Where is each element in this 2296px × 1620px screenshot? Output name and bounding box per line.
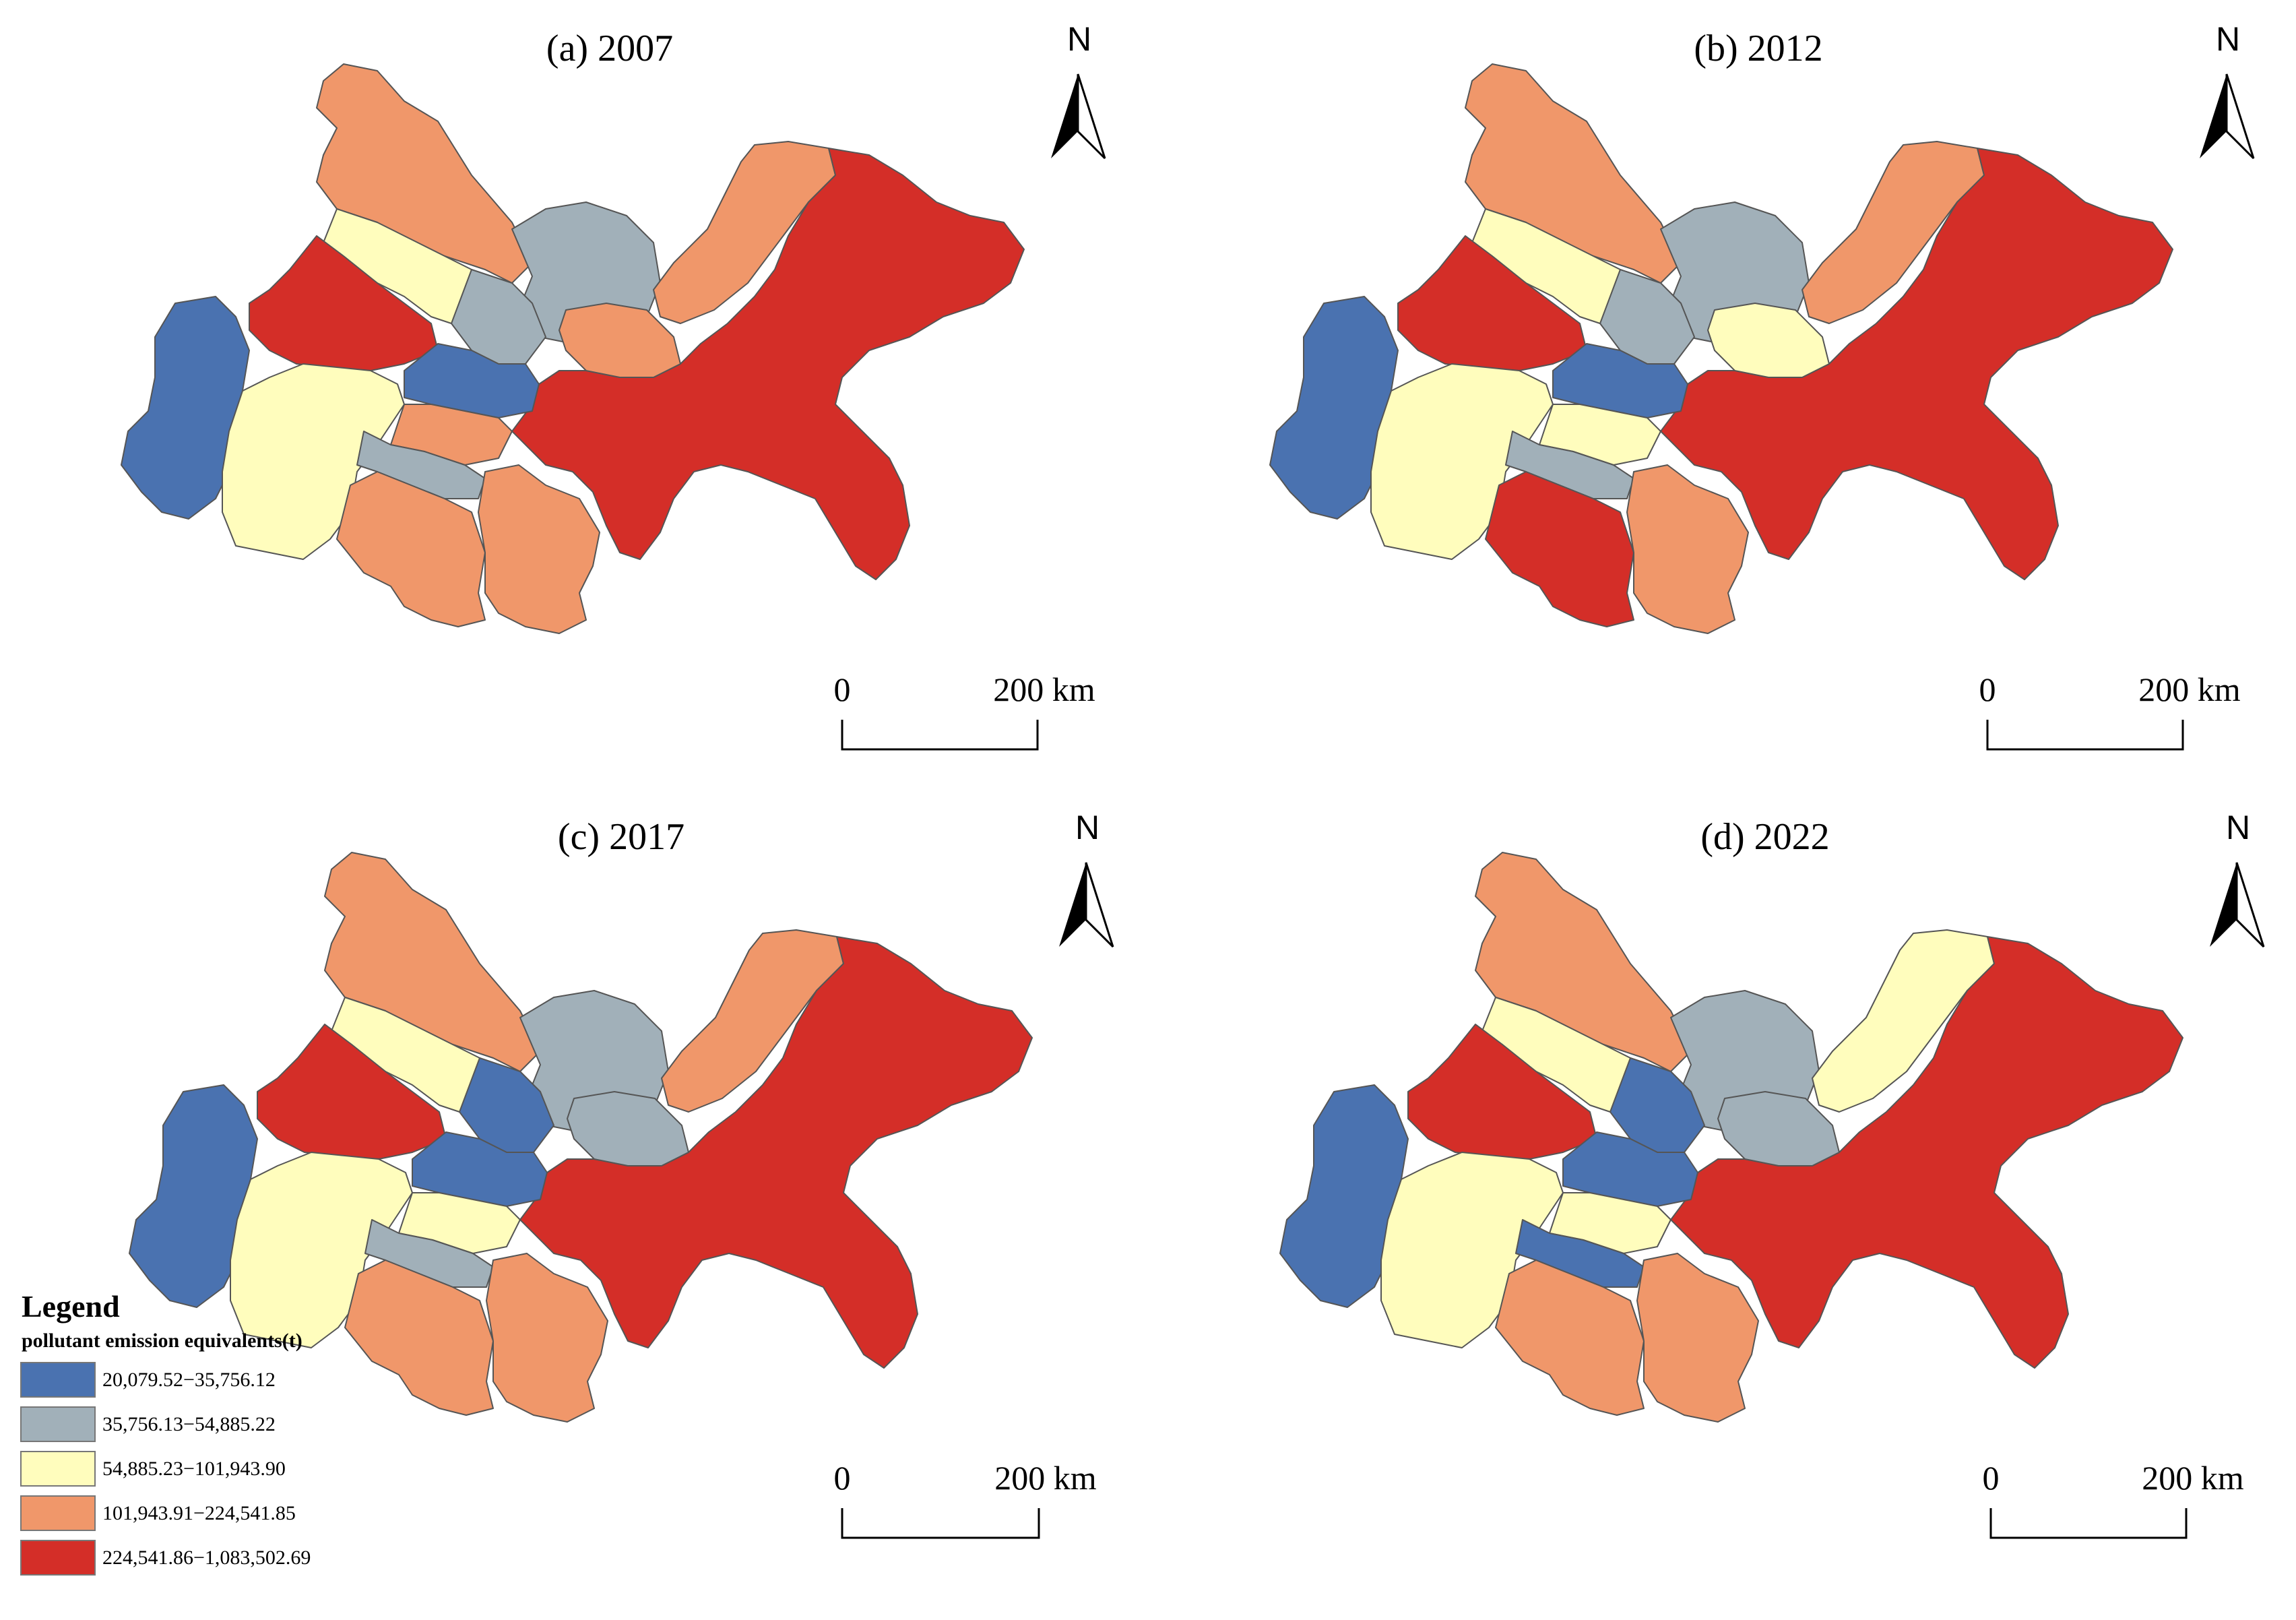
region-s2 (478, 464, 600, 634)
legend-swatch-3 (20, 1451, 96, 1487)
legend-label: 54,885.23−101,943.90 (102, 1457, 286, 1480)
scale-end-label: 200 km (994, 1459, 1097, 1497)
scale-bar: 0 200 km (834, 671, 1095, 751)
scale-end-label: 200 km (2138, 671, 2241, 708)
north-arrow-icon: N (1059, 809, 1114, 948)
legend-item: 20,079.52−35,756.12 (20, 1362, 451, 1398)
map-panel-3: (c) 2017 N 0 200 km (129, 809, 1114, 1539)
region-south-grey (1515, 1219, 1645, 1288)
scale-start-label: 0 (834, 1459, 851, 1497)
region-center-blue (1562, 1131, 1698, 1207)
legend-item: 224,541.86−1,083,502.69 (20, 1540, 451, 1576)
north-label: N (2226, 809, 2250, 846)
scale-start-label: 0 (834, 671, 851, 708)
panel-title: (b) 2012 (1694, 28, 1822, 69)
panel-title: (a) 2007 (546, 28, 673, 69)
region-far-west (129, 1084, 258, 1308)
legend-swatch-1 (20, 1362, 96, 1398)
scale-bar: 0 200 km (834, 1459, 1097, 1539)
legend-label: 101,943.91−224,541.85 (102, 1501, 296, 1524)
region-e-small (559, 303, 681, 378)
region-center-blue (412, 1131, 548, 1207)
region-s1 (344, 1259, 494, 1416)
region-south-grey (356, 431, 486, 499)
legend-label: 20,079.52−35,756.12 (102, 1368, 276, 1391)
north-label: N (2216, 20, 2240, 58)
region-s1 (1485, 471, 1634, 627)
legend-label: 35,756.13−54,885.22 (102, 1412, 276, 1435)
map-panel-1: (a) 2007 N 0 200 km (121, 20, 1106, 751)
region-s2 (486, 1253, 608, 1423)
legend-item: 54,885.23−101,943.90 (20, 1451, 451, 1487)
region-center-blue (1552, 343, 1688, 418)
region-center-blue (404, 343, 540, 418)
legend-item: 101,943.91−224,541.85 (20, 1495, 451, 1531)
region-far-west (121, 296, 250, 520)
region-far-west (1269, 296, 1399, 520)
region-south-grey (1505, 431, 1634, 499)
region-e-small (1707, 303, 1830, 378)
region-e-small (567, 1091, 689, 1166)
panel-title: (c) 2017 (558, 816, 684, 858)
region-s2 (1626, 464, 1749, 634)
north-label: N (1067, 20, 1091, 58)
scale-start-label: 0 (1979, 671, 1996, 708)
legend-subtitle: pollutant emission equivalents(t) (22, 1330, 302, 1352)
legend-swatch-2 (20, 1406, 96, 1442)
region-s2 (1636, 1253, 1759, 1423)
scale-end-label: 200 km (2142, 1459, 2244, 1497)
north-label: N (1075, 809, 1099, 846)
legend: Legend pollutant emission equivalents(t)… (20, 1288, 451, 1612)
scale-bar: 0 200 km (1983, 1459, 2244, 1539)
region-far-west (1279, 1084, 1409, 1308)
map-panel-4: (d) 2022 N 0 200 km (1279, 809, 2265, 1539)
scale-end-label: 200 km (993, 671, 1095, 708)
scale-start-label: 0 (1983, 1459, 2000, 1497)
north-arrow-icon: N (2210, 809, 2265, 948)
map-panel-2: (b) 2012 N 0 200 km (1269, 20, 2255, 751)
north-arrow-icon: N (1051, 20, 1106, 160)
region-s1 (336, 471, 486, 627)
legend-item: 35,756.13−54,885.22 (20, 1406, 451, 1442)
north-arrow-icon: N (2200, 20, 2255, 160)
legend-title: Legend (22, 1289, 120, 1323)
legend-swatch-5 (20, 1540, 96, 1576)
region-south-grey (364, 1219, 494, 1288)
region-s1 (1495, 1259, 1645, 1416)
legend-swatch-4 (20, 1495, 96, 1531)
scale-bar: 0 200 km (1979, 671, 2241, 751)
region-e-small (1717, 1091, 1840, 1166)
legend-label: 224,541.86−1,083,502.69 (102, 1546, 311, 1569)
panel-title: (d) 2022 (1700, 816, 1829, 858)
